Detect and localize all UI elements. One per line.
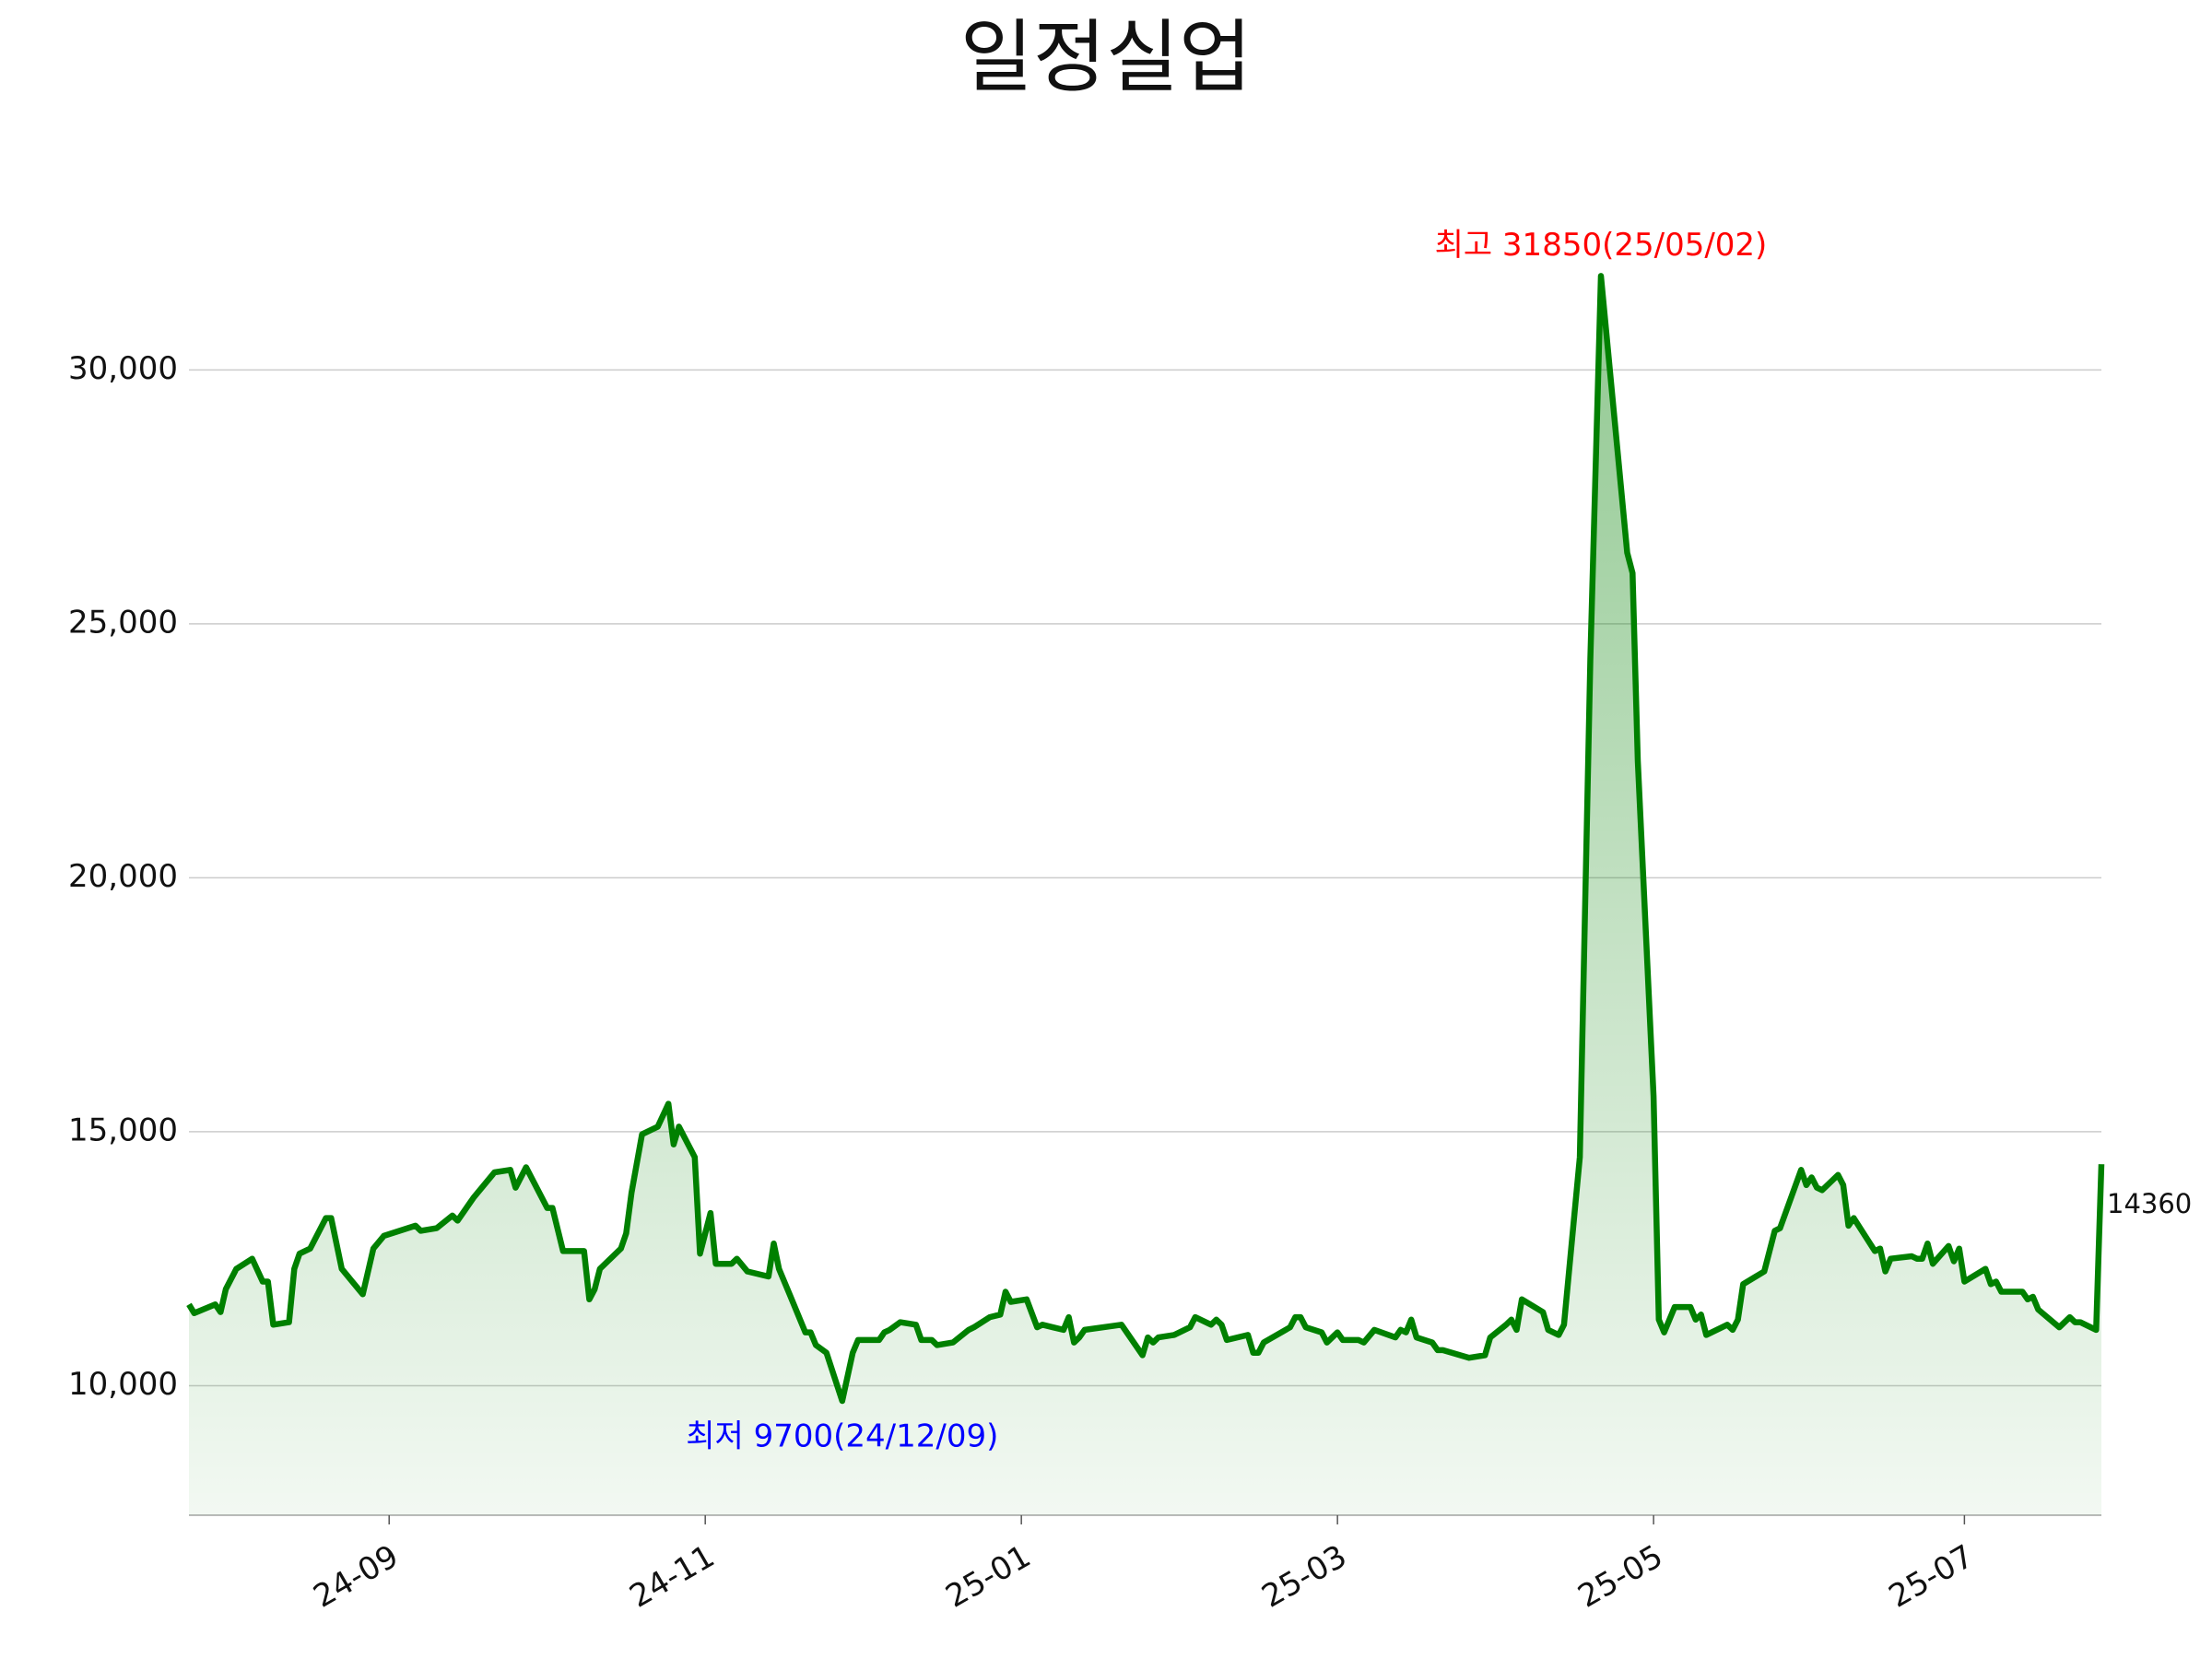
annotation: 14360: [2107, 1188, 2192, 1219]
x-tick-label: 25-07: [1883, 1538, 1981, 1616]
area: [189, 276, 2101, 1515]
y-tick-label: 30,000: [68, 350, 178, 387]
annotation: 최저 9700(24/12/09): [686, 1418, 998, 1455]
line: [186, 273, 2105, 1405]
y-tick-label: 10,000: [68, 1366, 178, 1403]
chart-title: 일정실업: [960, 11, 1252, 103]
x-tick-label: 24-11: [624, 1538, 722, 1616]
x-tick-label: 24-09: [308, 1538, 406, 1616]
annotation: 최고 31850(25/05/02): [1435, 227, 1768, 264]
y-tick-label: 15,000: [68, 1112, 178, 1148]
y-tick-label: 25,000: [68, 604, 178, 641]
x-tick-label: 25-05: [1571, 1538, 1669, 1616]
x-tick-label: 25-03: [1255, 1538, 1353, 1616]
x-tick-label: 25-01: [940, 1538, 1038, 1616]
y-tick-label: 20,000: [68, 858, 178, 895]
